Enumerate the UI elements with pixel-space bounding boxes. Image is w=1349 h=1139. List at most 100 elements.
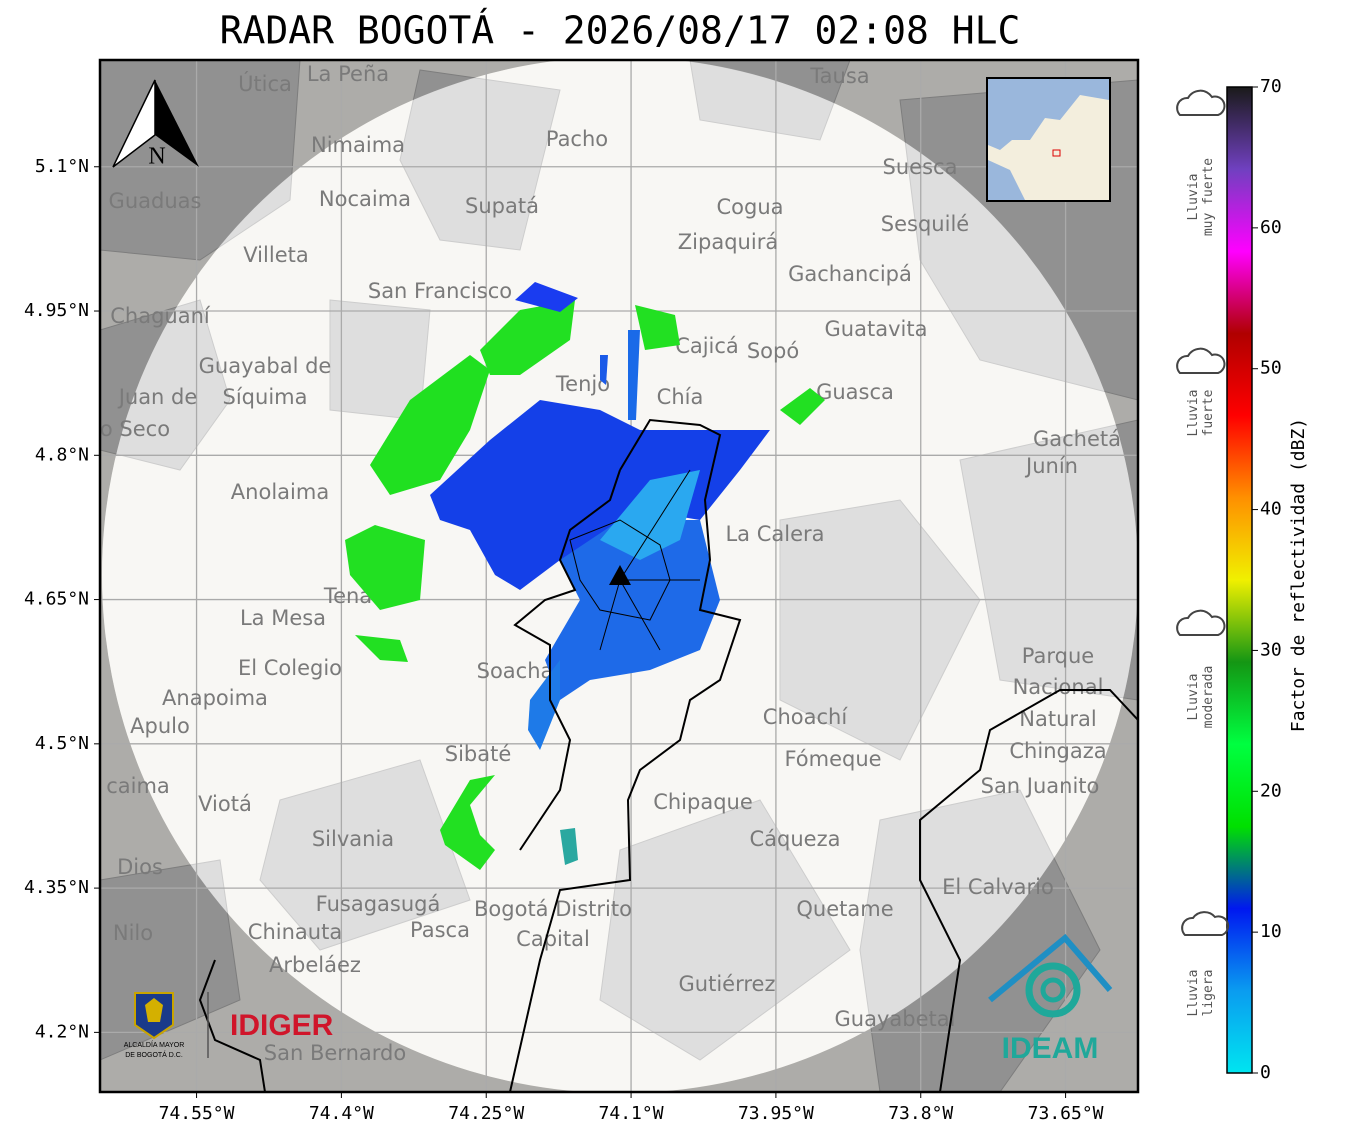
- colorbar-tick-label: 60: [1260, 217, 1282, 238]
- axes: 74.55°W 74.4°W 74.25°W 74.1°W 73.95°W 73.8°W 7…: [24, 156, 1104, 1124]
- place-label: Quetame: [796, 897, 893, 921]
- alcaldia-line: ALCALDÍA MAYOR: [124, 1040, 185, 1049]
- place-label: Nocaima: [319, 187, 411, 211]
- colorbar-tick-label: 20: [1260, 780, 1282, 801]
- place-label: Guaduas: [109, 189, 202, 213]
- place-label: Sesquilé: [881, 212, 969, 236]
- place-label: Dios: [117, 855, 163, 879]
- map-frame: [98, 58, 1140, 1094]
- place-label: Gachancipá: [788, 262, 912, 286]
- place-label: Anapoima: [162, 686, 268, 710]
- place-label: Chaguaní: [110, 304, 211, 328]
- x-tick-label: 73.8°W: [888, 1103, 953, 1124]
- place-label: San Francisco: [368, 279, 512, 303]
- place-label: Villeta: [243, 243, 308, 267]
- idiger-logo: IDIGER: [230, 1009, 334, 1042]
- place-label: Síquima: [223, 385, 308, 409]
- place-label: Capital: [516, 927, 590, 951]
- alcaldia-line: DE BOGOTÁ D.C.: [125, 1050, 183, 1059]
- radar-site: [609, 565, 631, 585]
- place-label: Cogua: [716, 195, 783, 219]
- colorbar-tick-label: 10: [1260, 921, 1282, 942]
- place-label: Sibaté: [445, 742, 512, 766]
- y-tick-label: 5.1°N: [35, 156, 89, 177]
- place-label: Pasca: [410, 918, 470, 942]
- place-label: La Mesa: [240, 606, 326, 630]
- rain-label: Lluvia: [1186, 674, 1201, 721]
- place-label: Pacho: [546, 127, 608, 151]
- place-label: Arbeláez: [269, 953, 361, 977]
- place-label: Nilo: [113, 921, 153, 945]
- place-label: Fusagasugá: [316, 892, 441, 916]
- place-labels: La Peña Útica Tausa Pacho Nimaima Nocaima Supa…: [100, 62, 1121, 1065]
- place-label: o Seco: [100, 417, 170, 441]
- colorbar-tick-label: 0: [1260, 1062, 1271, 1083]
- place-label: Choachí: [763, 705, 849, 729]
- north-arrow: N: [112, 79, 199, 170]
- colorbar: 0 10 20 30 40 50 60 70 Factor de reflectividad (…: [1226, 76, 1309, 1083]
- place-label: Zipaquirá: [678, 230, 778, 254]
- place-label: Natural: [1019, 707, 1096, 731]
- place-label: La Peña: [307, 62, 389, 86]
- x-tick-label: 74.4°W: [309, 1103, 374, 1124]
- x-tick-label: 74.55°W: [159, 1103, 235, 1124]
- place-label: Junín: [1024, 454, 1078, 478]
- place-label: Tausa: [809, 64, 869, 88]
- place-label: Guasca: [816, 380, 894, 404]
- north-label: N: [148, 144, 165, 170]
- x-tick-label: 73.95°W: [738, 1103, 814, 1124]
- place-label: Apulo: [130, 714, 190, 738]
- place-label: Suesca: [883, 155, 958, 179]
- place-label: Cajicá: [675, 334, 739, 358]
- rain-label: ligera: [1201, 970, 1216, 1017]
- place-label: Guatavita: [825, 317, 928, 341]
- y-tick-label: 4.35°N: [24, 877, 89, 898]
- place-label: San Bernardo: [264, 1041, 406, 1065]
- x-tick-label: 73.65°W: [1028, 1103, 1104, 1124]
- rain-label: muy fuerte: [1201, 158, 1216, 236]
- y-tick-label: 4.95°N: [24, 300, 89, 321]
- place-label: Gutiérrez: [679, 972, 776, 996]
- y-tick-label: 4.65°N: [24, 589, 89, 610]
- place-label: San Juanito: [981, 774, 1100, 798]
- x-tick-label: 74.1°W: [599, 1103, 664, 1124]
- place-label: Útica: [238, 71, 292, 96]
- place-label: Chingaza: [1009, 739, 1106, 763]
- colorbar-tick-label: 40: [1260, 499, 1282, 520]
- place-label: Guayabal de: [199, 354, 332, 378]
- ideam-label: IDEAM: [1002, 1032, 1099, 1065]
- y-tick-label: 4.8°N: [35, 444, 89, 465]
- map: La Peña Útica Tausa Pacho Nimaima Nocaima Supa…: [100, 60, 1138, 1092]
- place-label: caima: [106, 774, 170, 798]
- place-label: El Colegio: [238, 656, 342, 680]
- rain-label: Lluvia: [1186, 970, 1201, 1017]
- place-label: Chinauta: [248, 920, 342, 944]
- place-label: Anolaima: [231, 480, 329, 504]
- grid: [100, 60, 1138, 1092]
- y-tick-label: 4.2°N: [35, 1021, 89, 1042]
- weather-icons: [1176, 89, 1230, 936]
- colorbar-bar: [1226, 86, 1253, 1074]
- rain-label: moderada: [1201, 666, 1216, 729]
- ideam-logo: IDEAM: [988, 933, 1113, 1065]
- colorbar-tick-label: 30: [1260, 639, 1282, 660]
- place-label: Parque: [1022, 644, 1094, 668]
- place-label: Silvania: [312, 827, 394, 851]
- radar-echoes: [345, 282, 825, 870]
- place-label: Juan de: [117, 385, 198, 409]
- place-label: Chipaque: [653, 790, 753, 814]
- place-label: Viotá: [198, 792, 252, 816]
- place-label: El Calvario: [942, 875, 1054, 899]
- title: RADAR BOGOTÁ - 2026/08/17 02:08 HLC: [220, 9, 1021, 53]
- colorbar-tick-label: 50: [1260, 358, 1282, 379]
- colorbar-tick-label: 70: [1260, 76, 1282, 97]
- place-label: Nimaima: [311, 133, 405, 157]
- inset-map: [986, 77, 1111, 202]
- alcaldia-logo: ALCALDÍA MAYOR DE BOGOTÁ D.C. IDIGER: [124, 992, 334, 1059]
- place-label: Fómeque: [784, 747, 881, 771]
- place-label: Cáqueza: [750, 827, 841, 851]
- place-label: Gachetá: [1033, 427, 1121, 451]
- y-tick-label: 4.5°N: [35, 733, 89, 754]
